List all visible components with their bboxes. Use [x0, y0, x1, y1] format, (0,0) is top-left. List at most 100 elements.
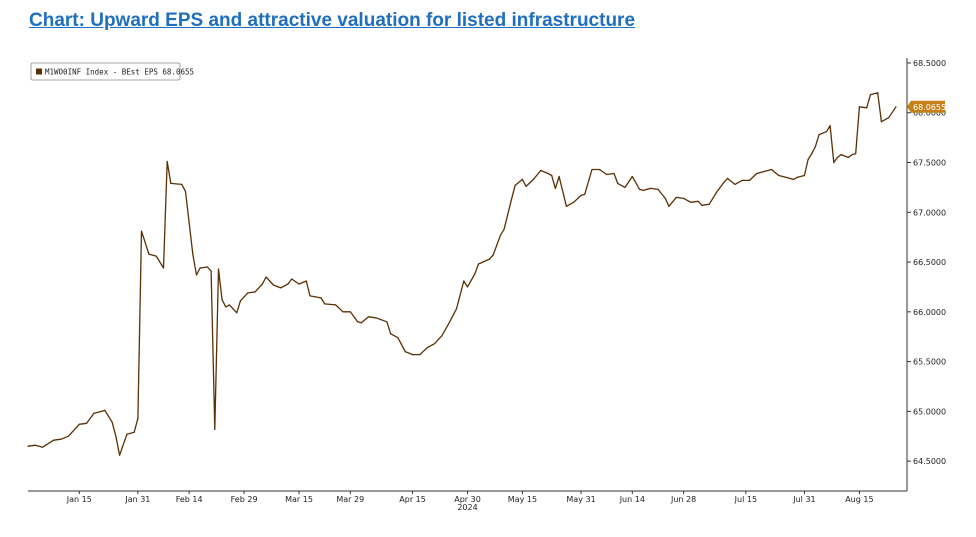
eps-data-point: [357, 321, 359, 323]
eps-data-point: [404, 351, 406, 353]
eps-data-point: [217, 268, 220, 270]
eps-data-point: [880, 121, 883, 123]
last-value-badge: 68.0655: [907, 100, 946, 113]
eps-data-point: [756, 172, 758, 175]
eps-data-point: [27, 445, 29, 447]
eps-data-point: [162, 267, 165, 269]
eps-data-point: [305, 280, 307, 282]
eps-data-point: [115, 435, 117, 437]
chart-axes: [28, 58, 908, 492]
eps-data-point: [170, 182, 172, 184]
eps-data-point: [847, 156, 850, 159]
eps-data-point: [34, 444, 36, 446]
eps-data-point: [119, 454, 121, 456]
x-tick-label: Jun 14: [619, 495, 645, 504]
eps-data-point: [858, 106, 861, 108]
eps-data-point: [763, 170, 765, 173]
eps-data-point: [877, 92, 879, 94]
x-tick-label: May 15: [508, 495, 537, 504]
eps-data-point: [650, 187, 652, 189]
legend-swatch: [36, 68, 42, 75]
eps-data-point: [342, 311, 344, 313]
eps-data-point: [503, 228, 505, 230]
x-year-label: 2024: [457, 503, 477, 512]
eps-data-point: [558, 175, 560, 178]
eps-data-point: [441, 335, 443, 337]
eps-data-point: [93, 412, 95, 414]
eps-data-point: [42, 446, 44, 448]
eps-data-point: [833, 161, 835, 164]
eps-data-point: [825, 131, 828, 133]
eps-data-point: [741, 179, 743, 181]
last-value-badge-label: 68.0655: [913, 103, 946, 112]
eps-data-point: [166, 160, 168, 163]
eps-data-point: [829, 125, 831, 127]
series-line-layer: [27, 92, 897, 456]
eps-data-point: [532, 178, 535, 180]
eps-data-point: [133, 431, 135, 433]
eps-data-point: [477, 263, 480, 265]
eps-data-point: [140, 230, 143, 232]
eps-data-point: [690, 201, 692, 203]
eps-data-point: [254, 291, 256, 293]
eps-data-point: [375, 317, 377, 319]
eps-data-point: [192, 253, 194, 255]
x-tick-label: Jul 31: [792, 495, 815, 504]
eps-data-point: [111, 421, 113, 423]
eps-data-point: [298, 283, 300, 285]
eps-data-point: [631, 175, 633, 178]
x-axis-ticks: Jan 15 Jan 31 Feb 14 Feb 29 Mar 15 Mar 29 Apr …: [66, 491, 874, 512]
eps-data-point: [639, 188, 641, 190]
eps-data-point: [664, 197, 666, 199]
x-tick-label: Jan 31: [124, 495, 150, 504]
y-tick-label: 65.5000: [913, 358, 946, 367]
eps-data-point: [137, 417, 139, 419]
eps-data-point: [474, 273, 476, 275]
eps-data-point: [668, 205, 670, 207]
eps-data-point: [807, 158, 809, 161]
eps-data-point: [510, 198, 513, 200]
eps-data-point: [433, 343, 436, 345]
eps-data-point: [551, 174, 553, 177]
eps-data-point: [723, 181, 725, 183]
eps-data-point: [67, 435, 69, 437]
eps-data-point: [155, 255, 157, 257]
eps-data-point: [540, 169, 542, 172]
y-tick-label: 65.0000: [913, 407, 946, 416]
eps-data-point: [53, 439, 55, 441]
legend-label: M1WO0INF Index - BEst EPS 68.0655: [45, 68, 194, 77]
eps-data-point: [770, 168, 773, 171]
eps-data-point: [888, 117, 890, 119]
eps-data-point: [683, 197, 685, 199]
x-tick-label: Aug 15: [845, 495, 873, 504]
eps-data-point: [792, 178, 795, 180]
eps-data-point: [448, 322, 450, 324]
eps-data-point: [148, 253, 150, 255]
eps-data-point: [320, 297, 322, 299]
x-tick-label: Jul 15: [734, 495, 757, 504]
eps-data-point: [368, 316, 370, 318]
eps-data-point: [715, 191, 718, 193]
x-tick-label: Jun 28: [670, 495, 696, 504]
eps-data-point: [60, 438, 62, 440]
eps-data-point: [78, 423, 80, 425]
eps-data-point: [349, 311, 351, 313]
eps-data-point: [606, 173, 608, 176]
eps-data-point: [869, 94, 872, 96]
eps-data-point: [239, 300, 241, 302]
eps-data-point: [272, 284, 274, 286]
eps-data-point: [814, 146, 817, 148]
eps-data-point: [280, 287, 282, 289]
eps-data-point: [247, 292, 249, 294]
eps-data-point: [265, 276, 267, 278]
eps-data-point: [309, 295, 311, 297]
eps-data-point: [748, 179, 751, 181]
eps-data-point: [206, 266, 209, 268]
eps-data-point: [390, 333, 392, 335]
page-title: Chart: Upward EPS and attractive valuati…: [29, 10, 636, 31]
eps-data-point: [397, 337, 399, 339]
x-tick-label: Apr 15: [399, 495, 426, 504]
eps-data-point: [466, 286, 469, 288]
eps-data-point: [426, 347, 428, 349]
